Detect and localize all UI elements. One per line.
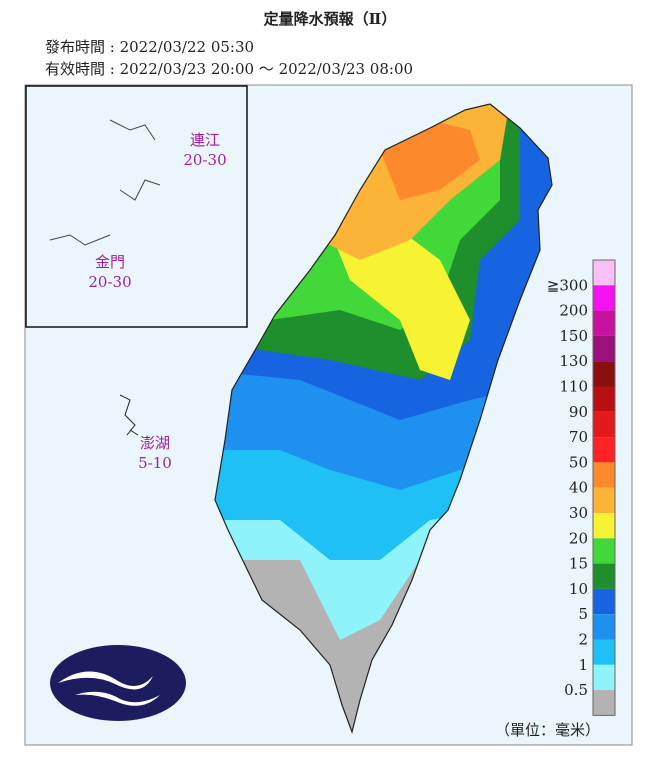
legend-swatch xyxy=(593,487,615,513)
legend-label: 30 xyxy=(569,504,588,522)
legend-label: 1 xyxy=(578,656,588,674)
inset-box xyxy=(25,85,248,328)
legend-label: 40 xyxy=(569,479,588,497)
legend-label: 150 xyxy=(559,327,588,345)
legend-label: 2 xyxy=(578,631,588,649)
legend-swatch xyxy=(593,462,615,488)
issued-time: 發布時間 : 2022/03/22 05:30 xyxy=(45,38,254,56)
legend-swatch xyxy=(593,361,615,387)
legend-swatch xyxy=(593,285,615,311)
legend-swatch xyxy=(593,588,615,615)
legend-swatch xyxy=(593,437,615,463)
legend-swatch xyxy=(593,538,615,564)
legend-swatch xyxy=(593,386,615,412)
legend-swatch xyxy=(593,513,615,539)
coastline xyxy=(49,119,161,246)
island-range: 20-30 xyxy=(88,273,131,291)
legend-label: 70 xyxy=(569,428,588,446)
legend-swatch xyxy=(593,260,615,286)
legend-label: 200 xyxy=(559,302,588,320)
island-name: 金門 xyxy=(95,253,125,271)
penghu-outline xyxy=(119,394,139,436)
valid-time: 有效時間 : 2022/03/23 20:00 ～ 2022/03/23 08:… xyxy=(45,60,413,78)
island-name: 澎湖 xyxy=(140,434,170,452)
legend-swatch xyxy=(593,614,615,640)
legend-swatch xyxy=(593,411,615,438)
legend-swatch xyxy=(593,310,615,336)
legend-label: 5 xyxy=(578,605,588,623)
logo-swirl xyxy=(58,671,160,706)
legend-label: 90 xyxy=(569,403,588,421)
legend-label: 50 xyxy=(569,453,588,471)
title: 定量降水預報（Ⅱ） xyxy=(264,10,397,28)
legend-label: 110 xyxy=(559,378,588,396)
unit-label: （單位：毫米） xyxy=(495,721,600,739)
legend-label: 20 xyxy=(569,529,588,547)
legend-label: 130 xyxy=(559,352,588,370)
island-range: 20-30 xyxy=(183,151,226,169)
island-name: 連江 xyxy=(190,131,220,149)
legend-swatch xyxy=(593,639,615,665)
legend-swatch xyxy=(593,690,615,716)
island-range: 5-10 xyxy=(138,454,172,472)
taiwan-outline xyxy=(214,103,553,735)
legend-swatch xyxy=(593,563,615,589)
legend-label: 10 xyxy=(569,580,588,598)
legend-label: 0.5 xyxy=(564,681,588,699)
legend-swatch xyxy=(593,335,615,362)
legend-swatch xyxy=(593,664,615,691)
legend-label: 15 xyxy=(569,555,588,573)
legend-label: ≧300 xyxy=(547,276,588,294)
legend-border xyxy=(592,259,616,716)
